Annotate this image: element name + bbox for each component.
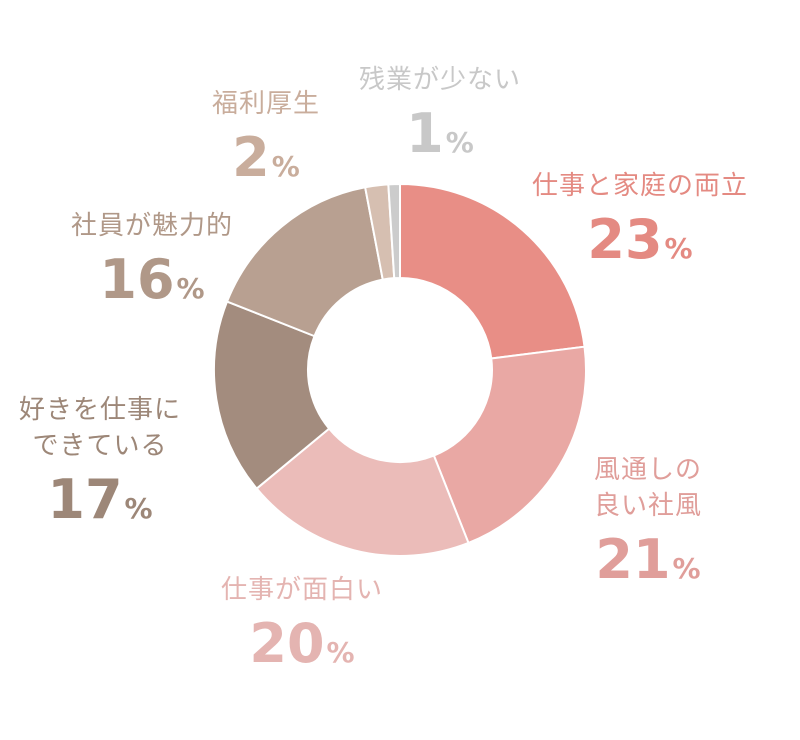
slice-1 <box>432 345 587 545</box>
percent-sign: % <box>326 636 355 669</box>
slice-value-number: 16 <box>99 248 175 311</box>
slice-label-text: 社員が魅力的 <box>70 211 233 241</box>
percent-sign: % <box>664 232 693 265</box>
percent-sign: % <box>445 126 474 159</box>
slice-value-label: 23% <box>490 210 790 279</box>
percent-sign: % <box>124 492 153 525</box>
slice-value-label: 21% <box>498 530 798 599</box>
slice-label-6: 残業が少ない 1% <box>290 62 590 173</box>
slice-value-label: 2% <box>116 128 416 197</box>
slice-value-label: 16% <box>2 250 302 319</box>
slice-label-text: 風通しの <box>593 455 702 485</box>
percent-sign: % <box>176 272 205 305</box>
slice-0 <box>399 182 586 360</box>
slice-label-text: 仕事と家庭の両立 <box>531 171 748 201</box>
slice-label-text: 仕事が面白い <box>220 575 383 605</box>
slice-value-number: 23 <box>587 208 663 271</box>
slice-label-3: 好きを仕事に できている 17% <box>0 392 250 539</box>
slice-2 <box>255 427 470 557</box>
slice-label-4: 社員が魅力的 16% <box>2 208 302 319</box>
slice-label-0: 仕事と家庭の両立 23% <box>490 168 790 279</box>
slices-group <box>213 182 587 557</box>
slice-3 <box>213 300 331 490</box>
slice-value-number: 20 <box>249 612 325 675</box>
slice-value-number: 21 <box>595 528 671 591</box>
slice-value-number: 1 <box>406 102 444 165</box>
slice-value-number: 17 <box>47 468 123 531</box>
slice-6 <box>387 182 401 280</box>
slice-label-text: 残業が少ない <box>358 65 521 95</box>
slice-value-number: 2 <box>232 126 270 189</box>
slice-label-text: できている <box>32 431 168 461</box>
slice-label-text: 福利厚生 <box>211 89 320 119</box>
percent-sign: % <box>672 552 701 585</box>
slice-label-2: 仕事が面白い 20% <box>152 572 452 683</box>
percent-sign: % <box>271 150 300 183</box>
slice-label-text: 好きを仕事に <box>18 395 181 425</box>
slice-label-5: 福利厚生 2% <box>116 86 416 197</box>
slice-4 <box>225 186 384 338</box>
slice-value-label: 17% <box>0 470 250 539</box>
slice-label-text: 良い社風 <box>593 491 702 521</box>
slice-value-label: 20% <box>152 614 452 683</box>
slice-value-label: 1% <box>290 104 590 173</box>
slice-label-1: 風通しの良い社風 21% <box>498 452 798 599</box>
